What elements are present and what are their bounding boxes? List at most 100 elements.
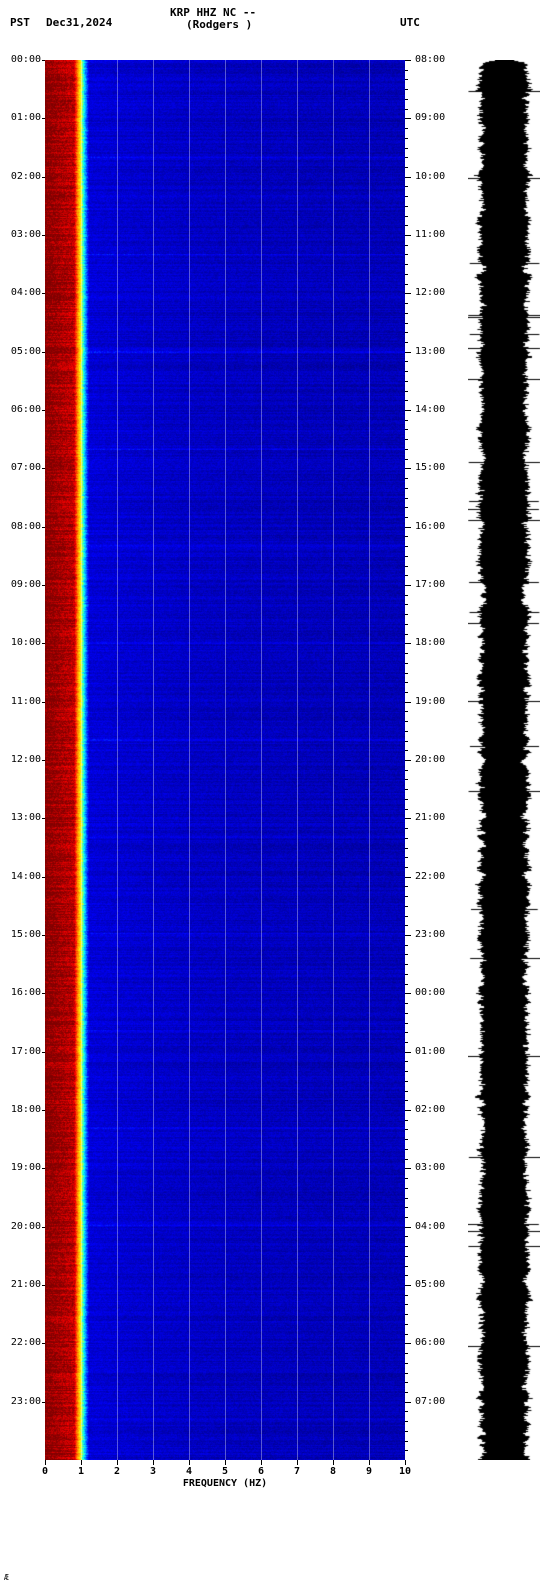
right-tick-label: 01:00	[415, 1046, 455, 1058]
left-tick-mark	[42, 1402, 45, 1403]
left-tick-label: 03:00	[1, 229, 41, 241]
right-tick-label: 05:00	[415, 1279, 455, 1291]
right-minor-tick	[405, 1071, 408, 1072]
right-tick-mark	[405, 293, 411, 294]
left-tick-label: 13:00	[1, 812, 41, 824]
x-tick-mark	[189, 1460, 190, 1465]
right-tick-label: 09:00	[415, 112, 455, 124]
left-tick-label: 12:00	[1, 754, 41, 766]
right-minor-tick	[405, 391, 408, 392]
left-tick-label: 16:00	[1, 987, 41, 999]
right-minor-tick	[405, 1441, 408, 1442]
right-minor-tick	[405, 624, 408, 625]
right-minor-tick	[405, 682, 408, 683]
right-minor-tick	[405, 109, 408, 110]
left-tick-label: 08:00	[1, 521, 41, 533]
right-minor-tick	[405, 1023, 408, 1024]
right-minor-tick	[405, 1081, 408, 1082]
right-minor-tick	[405, 799, 408, 800]
right-minor-tick	[405, 1217, 408, 1218]
right-minor-tick	[405, 186, 408, 187]
right-minor-tick	[405, 1363, 408, 1364]
header: PST Dec31,2024 KRP HHZ NC -- (Rodgers ) …	[0, 4, 552, 34]
right-tick-mark	[405, 585, 411, 586]
right-minor-tick	[405, 274, 408, 275]
left-tick-label: 14:00	[1, 871, 41, 883]
x-tick-label: 7	[294, 1466, 300, 1477]
x-tick-label: 9	[366, 1466, 372, 1477]
right-tick-mark	[405, 1343, 411, 1344]
gridline	[81, 60, 82, 1460]
gridline	[153, 60, 154, 1460]
right-minor-tick	[405, 731, 408, 732]
right-tick-label: 07:00	[415, 1396, 455, 1408]
right-minor-tick	[405, 789, 408, 790]
right-tick-label: 21:00	[415, 812, 455, 824]
x-tick-mark	[333, 1460, 334, 1465]
left-tick-label: 19:00	[1, 1162, 41, 1174]
right-tick-mark	[405, 1110, 411, 1111]
left-tick-label: 01:00	[1, 112, 41, 124]
left-tick-label: 04:00	[1, 287, 41, 299]
right-minor-tick	[405, 1188, 408, 1189]
right-tick-label: 03:00	[415, 1162, 455, 1174]
x-tick-mark	[117, 1460, 118, 1465]
x-tick-label: 2	[114, 1466, 120, 1477]
right-minor-tick	[405, 556, 408, 557]
right-tick-mark	[405, 1285, 411, 1286]
right-minor-tick	[405, 1266, 408, 1267]
right-minor-tick	[405, 89, 408, 90]
right-minor-tick	[405, 1431, 408, 1432]
right-minor-tick	[405, 1091, 408, 1092]
left-tick-mark	[42, 177, 45, 178]
x-tick-mark	[369, 1460, 370, 1465]
right-minor-tick	[405, 566, 408, 567]
right-tick-mark	[405, 935, 411, 936]
seismogram-canvas	[468, 60, 540, 1460]
right-minor-tick	[405, 964, 408, 965]
right-tick-mark	[405, 60, 411, 61]
left-tick-label: 10:00	[1, 637, 41, 649]
right-minor-tick	[405, 867, 408, 868]
right-minor-tick	[405, 1314, 408, 1315]
right-tick-label: 10:00	[415, 171, 455, 183]
right-minor-tick	[405, 692, 408, 693]
left-tick-label: 22:00	[1, 1337, 41, 1349]
seismogram	[468, 60, 540, 1460]
right-minor-tick	[405, 634, 408, 635]
x-tick-label: 10	[399, 1466, 411, 1477]
corner-mark: Æ	[4, 1573, 9, 1582]
right-minor-tick	[405, 1295, 408, 1296]
right-minor-tick	[405, 1236, 408, 1237]
right-minor-tick	[405, 673, 408, 674]
right-minor-tick	[405, 945, 408, 946]
right-tick-label: 22:00	[415, 871, 455, 883]
right-minor-tick	[405, 245, 408, 246]
right-minor-tick	[405, 1129, 408, 1130]
left-tick-label: 17:00	[1, 1046, 41, 1058]
right-minor-tick	[405, 857, 408, 858]
gridline	[261, 60, 262, 1460]
right-minor-tick	[405, 916, 408, 917]
x-tick-label: 8	[330, 1466, 336, 1477]
right-minor-tick	[405, 128, 408, 129]
right-minor-tick	[405, 284, 408, 285]
right-minor-tick	[405, 517, 408, 518]
right-minor-tick	[405, 1042, 408, 1043]
right-tick-mark	[405, 352, 411, 353]
right-minor-tick	[405, 420, 408, 421]
right-minor-tick	[405, 264, 408, 265]
right-time-axis: 08:0009:0010:0011:0012:0013:0014:0015:00…	[405, 60, 455, 1460]
left-tick-mark	[42, 1285, 45, 1286]
left-tick-mark	[42, 527, 45, 528]
right-minor-tick	[405, 1100, 408, 1101]
right-minor-tick	[405, 225, 408, 226]
gridline	[225, 60, 226, 1460]
left-tick-mark	[42, 235, 45, 236]
left-tick-mark	[42, 1227, 45, 1228]
left-tick-label: 05:00	[1, 346, 41, 358]
right-minor-tick	[405, 536, 408, 537]
right-minor-tick	[405, 653, 408, 654]
x-tick-label: 4	[186, 1466, 192, 1477]
x-tick-label: 1	[78, 1466, 84, 1477]
